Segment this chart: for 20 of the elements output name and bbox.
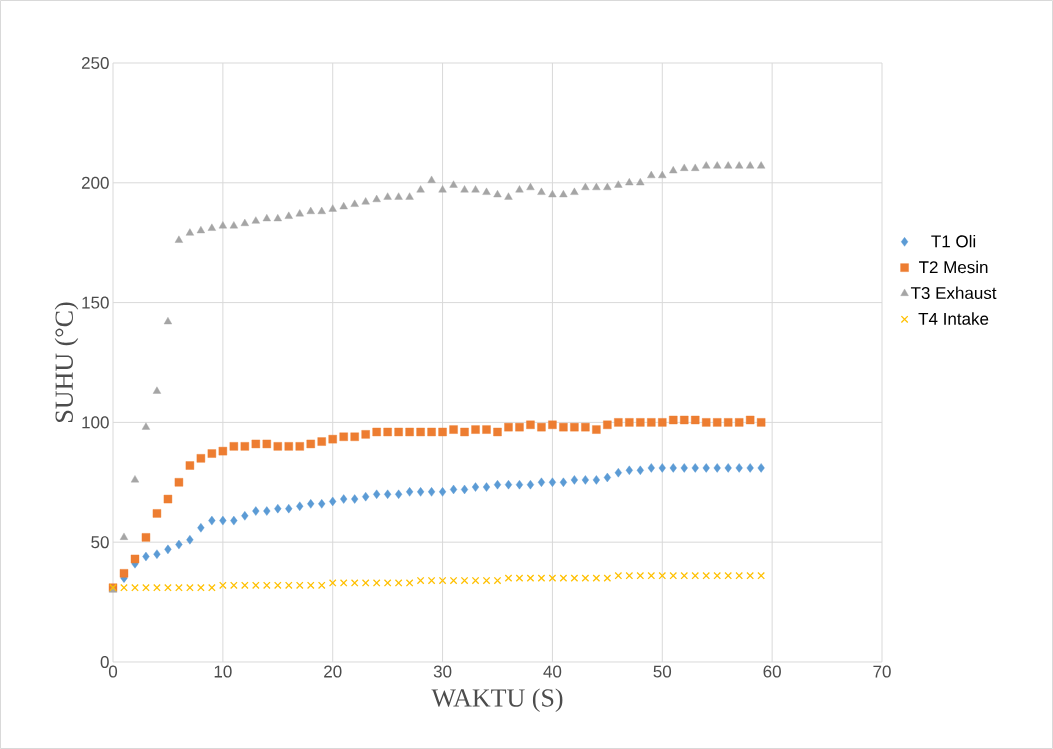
x-tick-label: 10 [214,665,232,678]
legend-label: T4 Intake [918,312,989,325]
x-tick-label: 60 [763,665,781,678]
x-tick-label: 40 [543,665,562,678]
x-tick-label: 30 [433,665,452,678]
x-tick-label: 50 [653,665,672,678]
y-tick-label: 100 [82,416,109,429]
legend-label: T3 Exhaust [910,286,997,300]
legend-label: T2 Mesin [918,260,988,274]
y-axis-title: SUHU (°C) [54,302,79,422]
y-tick-label: 50 [91,536,109,549]
x-tick-label: 20 [324,665,342,678]
x-axis-title: WAKTU (S) [431,688,563,712]
y-tick-label: 200 [81,176,109,189]
legend-label: T1 Oli [931,234,976,248]
y-tick-label: 150 [82,296,109,309]
x-tick-label: 70 [873,665,891,678]
x-tick-label: 0 [108,665,118,678]
y-tick-label: 250 [81,56,109,70]
y-tick-label: 0 [100,655,109,669]
